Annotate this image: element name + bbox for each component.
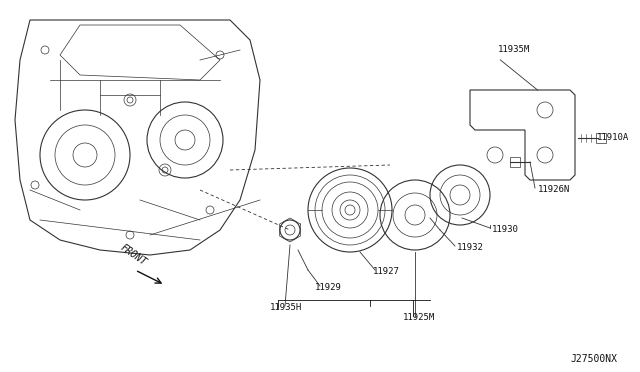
Text: 11935H: 11935H bbox=[270, 303, 302, 312]
Text: J27500NX: J27500NX bbox=[570, 354, 617, 364]
Text: 11932: 11932 bbox=[457, 243, 484, 252]
Text: 11929: 11929 bbox=[315, 283, 342, 292]
Text: 11935M: 11935M bbox=[498, 45, 531, 54]
Text: 11930: 11930 bbox=[492, 225, 519, 234]
Text: 11926N: 11926N bbox=[538, 185, 570, 194]
Text: 11925M: 11925M bbox=[403, 313, 435, 322]
Text: 11927: 11927 bbox=[373, 267, 400, 276]
Text: 11910A: 11910A bbox=[597, 133, 629, 142]
Text: FRONT: FRONT bbox=[118, 242, 148, 267]
